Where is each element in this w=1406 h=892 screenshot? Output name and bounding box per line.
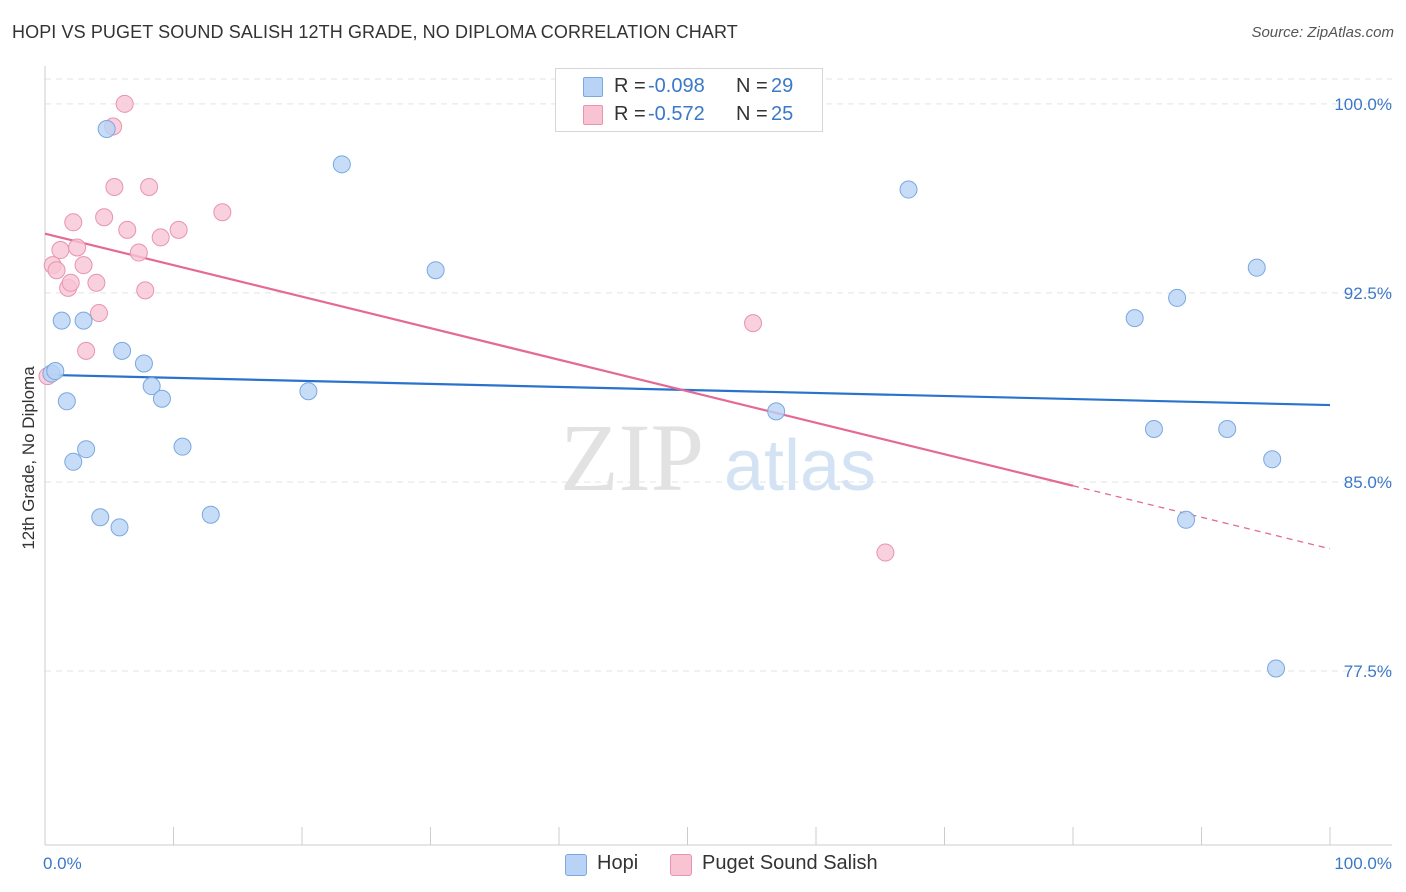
hopi-swatch — [583, 77, 603, 97]
salish-point — [105, 178, 124, 197]
hopi-point — [110, 518, 129, 537]
tick-labels: 100.0% 92.5% 85.0% 77.5% 0.0% 100.0% — [43, 95, 1392, 873]
salish-point — [136, 281, 155, 300]
watermark-atlas: atlas — [724, 426, 876, 506]
salish-legend-swatch — [670, 854, 692, 876]
hopi-point — [64, 452, 83, 471]
salish-n-label: N = — [736, 103, 768, 125]
hopi-point — [113, 341, 132, 360]
legend-row-salish: R = -0.572 N = 25 — [556, 100, 822, 128]
salish-point — [64, 213, 83, 232]
salish-trend-line — [44, 232, 1074, 487]
y-axis-label: 12th Grade, No Diploma — [19, 366, 38, 550]
salish-swatch — [583, 105, 603, 125]
salish-r-label: R = — [614, 103, 646, 125]
y-tick-label: 77.5% — [1344, 662, 1392, 681]
salish-point — [61, 273, 80, 292]
hopi-point — [97, 120, 116, 139]
hopi-point — [332, 155, 351, 174]
hopi-legend-label: Hopi — [597, 852, 639, 874]
hopi-point — [1125, 309, 1144, 328]
hopi-trend-line — [44, 373, 1331, 407]
hopi-point — [52, 311, 71, 330]
salish-point — [744, 314, 763, 333]
hopi-point — [91, 508, 110, 527]
hopi-point — [1168, 288, 1187, 307]
hopi-r-label: R = — [614, 75, 646, 97]
watermark-zip: ZIP — [560, 404, 704, 511]
salish-r-value: -0.572 — [648, 103, 705, 125]
hopi-legend-swatch — [565, 854, 587, 876]
data-points — [38, 94, 1286, 678]
salish-point — [87, 273, 106, 292]
hopi-point — [173, 437, 192, 456]
salish-point — [68, 238, 87, 257]
hopi-n-label: N = — [736, 75, 768, 97]
y-tick-label: 100.0% — [1334, 95, 1392, 114]
y-tick-label: 92.5% — [1344, 284, 1392, 303]
chart-title: HOPI VS PUGET SOUND SALISH 12TH GRADE, N… — [12, 22, 738, 42]
y-tick-label: 85.0% — [1344, 473, 1392, 492]
salish-point — [151, 228, 170, 247]
salish-point — [115, 94, 134, 113]
axes — [44, 66, 1392, 846]
trend-lines — [44, 232, 1331, 550]
hopi-point — [1263, 450, 1282, 469]
salish-point — [74, 256, 93, 275]
salish-point — [77, 341, 96, 360]
grid-lines — [45, 78, 1392, 672]
hopi-point — [1177, 510, 1196, 529]
hopi-point — [46, 362, 65, 381]
hopi-point — [74, 311, 93, 330]
salish-n-value: 25 — [771, 103, 794, 125]
salish-point — [169, 220, 188, 239]
hopi-r-value: -0.098 — [648, 75, 705, 97]
salish-point — [118, 220, 137, 239]
hopi-point — [77, 440, 96, 459]
x-tick-label: 0.0% — [43, 854, 82, 873]
source-credit: Source: ZipAtlas.com — [1251, 24, 1394, 41]
salish-trend-extension — [1072, 485, 1331, 550]
salish-point — [51, 241, 70, 260]
legend-row-hopi: R = -0.098 N = 29 — [556, 72, 822, 100]
x-tick-label: 100.0% — [1334, 854, 1392, 873]
salish-point — [47, 261, 66, 280]
hopi-point — [1267, 659, 1286, 678]
hopi-point — [57, 392, 76, 411]
hopi-point — [201, 505, 220, 524]
hopi-point — [142, 377, 161, 396]
salish-point — [876, 543, 895, 562]
series-legend: Hopi Puget Sound Salish — [0, 852, 1406, 878]
hopi-point — [152, 389, 171, 408]
hopi-point — [1218, 420, 1237, 439]
salish-point — [89, 304, 108, 323]
salish-point — [95, 208, 114, 227]
hopi-point — [134, 354, 153, 373]
salish-point — [129, 243, 148, 262]
hopi-point — [1247, 258, 1266, 277]
hopi-point — [899, 180, 918, 199]
stats-legend: R = -0.098 N = 29 R = -0.572 N = 25 — [555, 68, 823, 132]
salish-legend-label: Puget Sound Salish — [702, 852, 878, 874]
hopi-n-value: 29 — [771, 75, 794, 97]
hopi-point — [767, 402, 786, 421]
hopi-point — [1144, 420, 1163, 439]
hopi-point — [299, 382, 318, 401]
salish-point — [140, 178, 159, 197]
hopi-point — [426, 261, 445, 280]
salish-point — [213, 203, 232, 222]
